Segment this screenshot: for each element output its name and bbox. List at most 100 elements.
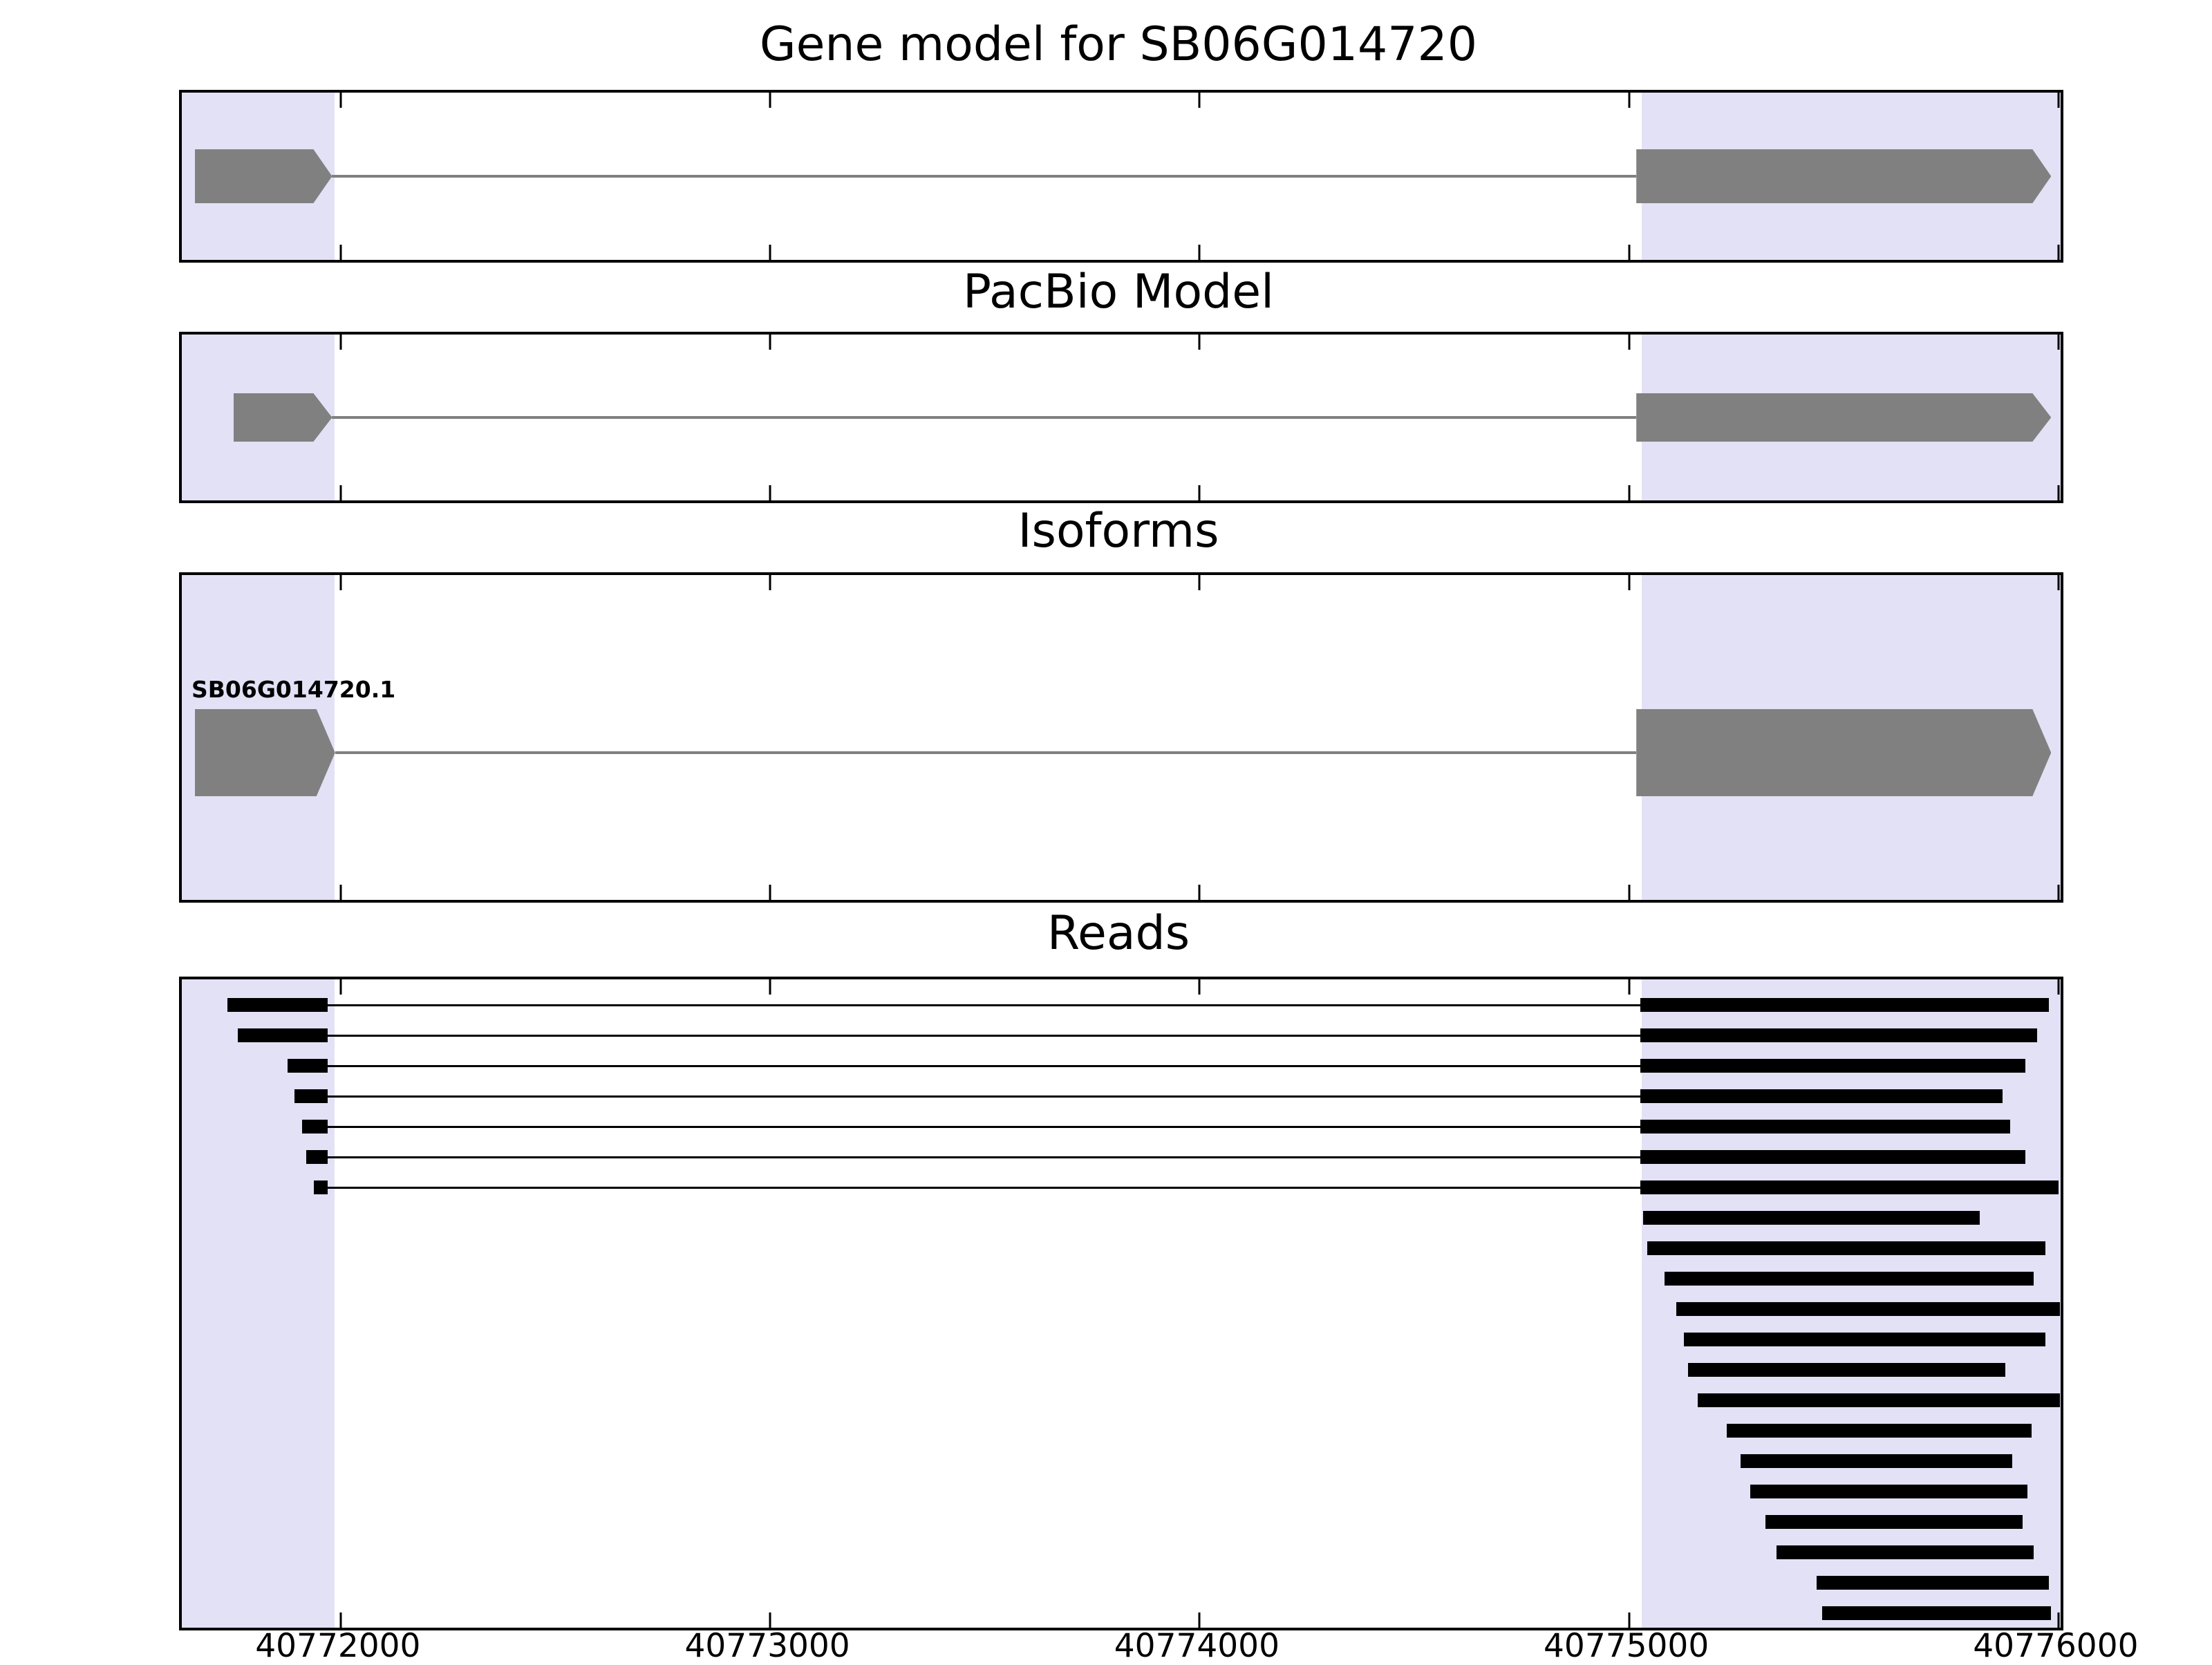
read-bar [1676, 1302, 2060, 1316]
highlight-region [182, 979, 335, 1628]
read-bar [1750, 1485, 2027, 1498]
exon-arrow [195, 149, 332, 203]
read-bar [313, 1180, 328, 1194]
read-bar [1647, 1241, 2046, 1255]
x-tick [1628, 979, 1631, 995]
panel-gene-model [179, 90, 2063, 263]
read-bar [237, 1028, 328, 1042]
x-tick [1628, 335, 1631, 350]
intron-line [332, 175, 1637, 178]
read-bar [1640, 1180, 2059, 1194]
x-tick [769, 485, 771, 500]
exon-arrow [195, 709, 335, 796]
x-tick-label: 40776000 [1973, 1627, 2139, 1665]
read-gap-line [328, 1126, 1641, 1128]
read-bar [294, 1089, 328, 1103]
exon-arrow [1636, 393, 2051, 442]
isoform-label: SB06G014720.1 [191, 676, 396, 703]
x-tick [2057, 485, 2060, 500]
read-bar [1687, 1363, 2006, 1377]
x-tick [2057, 575, 2060, 590]
read-bar [1817, 1576, 2049, 1590]
intron-line [332, 416, 1637, 419]
panel-title-gene-model: Gene model for SB06G014720 [759, 17, 1478, 72]
x-tick [2057, 335, 2060, 350]
read-bar [1643, 1211, 1980, 1225]
x-tick [339, 335, 342, 350]
x-tick [769, 979, 771, 995]
x-tick [1198, 335, 1201, 350]
read-gap-line [328, 1156, 1641, 1158]
exon-arrow [234, 393, 332, 442]
x-tick [1198, 1612, 1201, 1628]
read-bar [288, 1059, 328, 1073]
x-tick [1198, 245, 1201, 260]
panel-reads [179, 977, 2063, 1630]
x-tick [1198, 885, 1201, 900]
read-bar [1698, 1393, 2060, 1407]
x-axis: 40772000 40773000 40774000 40775000 40776000 [179, 1627, 2138, 1665]
panel-title-pacbio-model: PacBio Model [963, 265, 1274, 319]
x-tick [1628, 93, 1631, 108]
x-tick [769, 575, 771, 590]
x-tick [339, 1612, 342, 1628]
read-gap-line [328, 1004, 1641, 1006]
x-tick [1628, 245, 1631, 260]
x-tick [769, 335, 771, 350]
read-gap-line [328, 1065, 1641, 1067]
x-tick-label: 40772000 [255, 1627, 421, 1665]
x-tick [2057, 885, 2060, 900]
x-tick [1198, 979, 1201, 995]
x-tick-label: 40773000 [684, 1627, 850, 1665]
x-tick [1628, 485, 1631, 500]
x-tick-label: 40775000 [1544, 1627, 1709, 1665]
x-tick [339, 575, 342, 590]
x-tick [1628, 575, 1631, 590]
exon-arrow [1636, 709, 2051, 796]
read-bar [1640, 1089, 2003, 1103]
x-tick [339, 485, 342, 500]
x-tick [1628, 1612, 1631, 1628]
read-bar [227, 998, 328, 1012]
read-bar [1665, 1272, 2034, 1286]
x-tick [1198, 575, 1201, 590]
panel-title-reads: Reads [1047, 906, 1190, 961]
intron-line [335, 751, 1637, 754]
read-gap-line [328, 1035, 1641, 1037]
x-tick [339, 979, 342, 995]
x-tick [769, 885, 771, 900]
x-tick [339, 93, 342, 108]
read-bar [306, 1150, 328, 1164]
x-tick [2057, 245, 2060, 260]
x-tick [2057, 979, 2060, 995]
x-tick [769, 245, 771, 260]
x-tick [339, 885, 342, 900]
panel-pacbio-model [179, 332, 2063, 503]
read-gap-line [328, 1187, 1641, 1189]
read-bar [1640, 1150, 2026, 1164]
x-tick [1198, 93, 1201, 108]
read-bar [301, 1120, 328, 1133]
x-tick [2057, 1612, 2060, 1628]
x-tick [339, 245, 342, 260]
panel-title-isoforms: Isoforms [1018, 504, 1219, 558]
read-bar [1726, 1424, 2032, 1438]
read-gap-line [328, 1095, 1641, 1098]
x-tick-label: 40774000 [1114, 1627, 1280, 1665]
x-tick [2057, 93, 2060, 108]
read-bar [1640, 1120, 2010, 1133]
x-tick [769, 1612, 771, 1628]
x-tick [1628, 885, 1631, 900]
read-bar [1822, 1606, 2052, 1620]
read-bar [1640, 998, 2049, 1012]
panel-isoforms: SB06G014720.1 [179, 572, 2063, 903]
read-bar [1640, 1059, 2026, 1073]
x-tick [769, 93, 771, 108]
x-tick [1198, 485, 1201, 500]
read-bar [1683, 1333, 2046, 1346]
exon-arrow [1636, 149, 2051, 203]
read-bar [1640, 1028, 2037, 1042]
read-bar [1741, 1454, 2013, 1468]
read-bar [1776, 1545, 2034, 1559]
